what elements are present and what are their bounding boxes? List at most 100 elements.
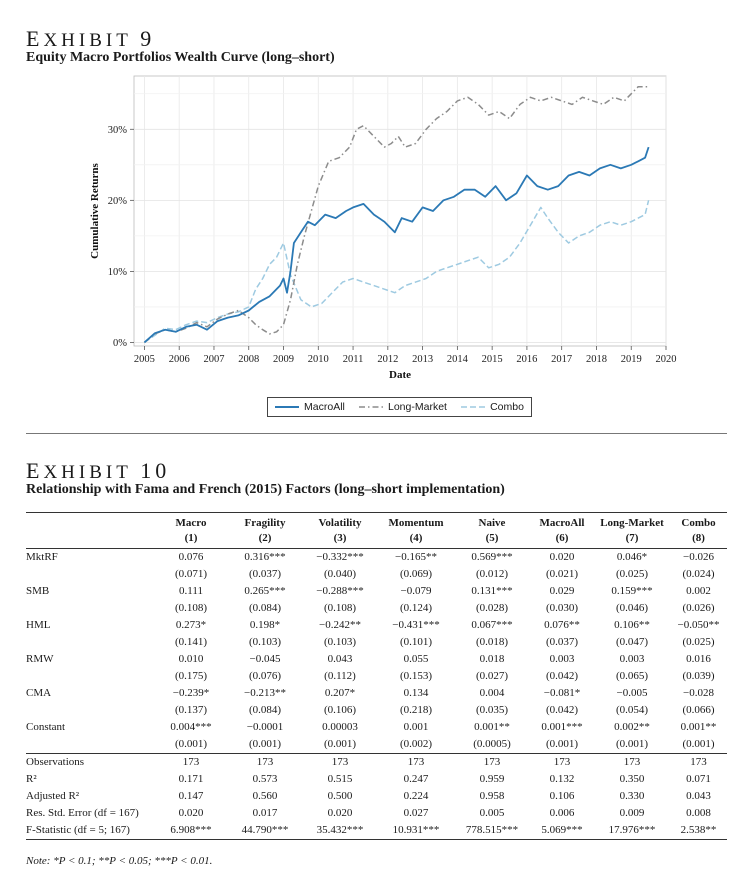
x-axis-title: Date (389, 369, 411, 381)
table-row-se: (0.071) (0.037) (0.040) (0.069) (0.012) (0.02… (26, 566, 727, 583)
se-cell: (0.101) (399, 636, 433, 648)
col-header: Momentum (378, 512, 454, 531)
x-tick-label: 2010 (308, 354, 329, 365)
stat-label: Res. Std. Error (df = 167) (26, 807, 139, 819)
se-cell: (0.108) (174, 602, 208, 614)
x-tick-label: 2018 (586, 354, 607, 365)
legend-item-combo: Combo (461, 401, 524, 413)
stat-label: Adjusted R² (26, 790, 80, 802)
coef-cell: 0.046* (616, 551, 648, 563)
legend-item-macroall: MacroAll (275, 401, 345, 413)
col-number: (1) (154, 531, 228, 549)
stat-cell: 0.027 (403, 807, 429, 819)
stat-cell: 5.069*** (530, 822, 594, 840)
coef-cell: 0.076** (544, 619, 580, 631)
coef-cell: 0.010 (178, 653, 204, 665)
coef-cell: 0.207* (324, 687, 356, 699)
se-cell: (0.001) (248, 738, 282, 750)
se-cell: (0.218) (399, 704, 433, 716)
legend-swatch-long-market (359, 406, 383, 408)
coef-cell: 0.029 (549, 585, 575, 597)
stat-cell: 0.071 (686, 773, 711, 785)
se-cell: (0.103) (323, 636, 357, 648)
x-tick-label: 2017 (551, 354, 572, 365)
col-header: Volatility (302, 512, 378, 531)
se-cell: (0.076) (248, 670, 282, 682)
legend-swatch-combo (461, 406, 486, 408)
se-cell: (0.037) (545, 636, 579, 648)
exhibit-10-label-prefix: E (26, 458, 44, 483)
coef-cell: −0.045 (249, 653, 281, 665)
chart-grid (133, 75, 667, 347)
regression-table: Macro Fragility Volatility Momentum Naiv… (26, 512, 727, 840)
x-tick-label: 2008 (238, 354, 259, 365)
se-cell: (0.001) (545, 738, 579, 750)
x-tick-label: 2005 (134, 354, 155, 365)
se-cell: (0.039) (682, 670, 715, 682)
stats-row: F-Statistic (df = 5; 167) 6.908*** 44.790*… (26, 822, 727, 840)
col-number: (4) (378, 531, 454, 549)
row-label: HML (26, 619, 51, 631)
se-cell: (0.112) (324, 670, 356, 682)
se-cell: (0.153) (399, 670, 433, 682)
se-cell: (0.025) (682, 636, 715, 648)
se-cell: (0.001) (323, 738, 357, 750)
stat-cell: 0.224 (403, 790, 429, 802)
coef-cell: 0.016 (686, 653, 711, 665)
table-row-se: (0.108) (0.084) (0.108) (0.124) (0.028) (0.03… (26, 600, 727, 617)
se-cell: (0.047) (615, 636, 649, 648)
coef-cell: 0.020 (549, 551, 575, 563)
exhibit-9-label-rest: XHIBIT (43, 30, 132, 51)
wealth-curve-chart: 2005 2006 2007 2008 2009 2010 2011 2012 2013 2014… (89, 75, 677, 381)
table-colnum-row: (1) (2) (3) (4) (5) (6) (7) (8) (26, 531, 727, 549)
stat-cell: 173 (594, 753, 670, 771)
se-cell: (0.035) (475, 704, 509, 716)
col-number: (5) (454, 531, 530, 549)
chart-series (143, 85, 650, 344)
stat-cell: 0.573 (252, 773, 278, 785)
stat-cell: 0.959 (479, 773, 505, 785)
row-label: CMA (26, 687, 52, 699)
coef-cell: 0.001** (474, 721, 510, 733)
coef-cell: −0.005 (616, 687, 648, 699)
se-cell: (0.030) (545, 602, 579, 614)
row-label: MktRF (26, 551, 58, 563)
stat-cell: 173 (530, 753, 594, 771)
se-cell: (0.071) (174, 568, 208, 580)
row-label: RMW (26, 653, 54, 665)
table-row-se: (0.141) (0.103) (0.103) (0.101) (0.018) (0.03… (26, 634, 727, 651)
stat-cell: 173 (378, 753, 454, 771)
se-cell: (0.046) (615, 602, 649, 614)
exhibit-9-number: 9 (140, 26, 156, 51)
se-cell: (0.0005) (473, 738, 511, 750)
stat-cell: 2.538** (670, 822, 727, 840)
se-cell: (0.065) (615, 670, 649, 682)
coef-cell: 0.273* (175, 619, 207, 631)
se-cell: (0.108) (323, 602, 357, 614)
table-row: MktRF 0.076 0.316*** −0.332*** −0.165** 0.569… (26, 549, 727, 567)
se-cell: (0.037) (248, 568, 282, 580)
coef-cell: 0.055 (403, 653, 429, 665)
coef-cell: 0.316*** (244, 551, 286, 563)
x-tick-label: 2009 (273, 354, 294, 365)
coef-cell: −0.081* (543, 687, 581, 699)
stat-cell: 0.171 (178, 773, 204, 785)
se-cell: (0.018) (475, 636, 509, 648)
stat-cell: 173 (154, 753, 228, 771)
coef-cell: 0.134 (403, 687, 429, 699)
chart-legend: MacroAll Long-Market Combo (267, 397, 532, 417)
se-cell: (0.025) (615, 568, 649, 580)
se-cell: (0.175) (174, 670, 208, 682)
stat-cell: 0.008 (686, 807, 711, 819)
series-line-macroall (143, 146, 650, 344)
coef-cell: −0.431*** (392, 619, 440, 631)
x-tick-label: 2012 (377, 354, 398, 365)
stat-cell: 778.515*** (454, 822, 530, 840)
stats-row: Adjusted R² 0.147 0.560 0.500 0.224 0.958 0.10… (26, 788, 727, 805)
chart-axes: 2005 2006 2007 2008 2009 2010 2011 2012 2013 2014… (89, 125, 677, 381)
se-cell: (0.054) (615, 704, 649, 716)
stat-cell: 173 (228, 753, 302, 771)
se-cell: (0.028) (475, 602, 509, 614)
table-row: SMB 0.111 0.265*** −0.288*** −0.079 0.131*** 0… (26, 583, 727, 600)
coef-cell: 0.001*** (541, 721, 583, 733)
